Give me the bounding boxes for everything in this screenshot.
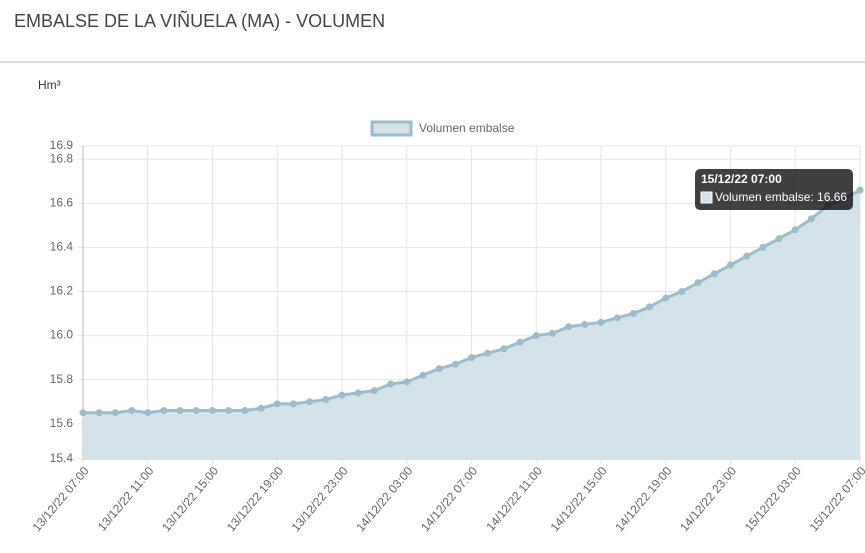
point xyxy=(548,329,556,337)
y-tick-label: 16.6 xyxy=(50,195,74,209)
point xyxy=(532,332,540,340)
y-tick-label: 15.6 xyxy=(50,416,74,430)
x-tick-label: 13/12/22 23:00 xyxy=(289,464,351,535)
point xyxy=(322,395,330,403)
point xyxy=(111,409,119,417)
tooltip: 15/12/22 07:00 Volumen embalse: 16.66 xyxy=(695,169,853,210)
point xyxy=(95,409,103,417)
point xyxy=(289,400,297,408)
point xyxy=(565,323,573,331)
point xyxy=(613,314,621,322)
x-tick-label: 14/12/22 19:00 xyxy=(612,464,674,535)
point xyxy=(791,226,799,234)
tooltip-label: Volumen embalse: 16.66 xyxy=(715,190,847,204)
point xyxy=(500,345,508,353)
point xyxy=(79,409,87,417)
x-tick-label: 13/12/22 19:00 xyxy=(224,464,286,535)
x-tick-label: 14/12/22 07:00 xyxy=(418,464,480,535)
point xyxy=(403,378,411,386)
point xyxy=(338,391,346,399)
point xyxy=(257,404,265,412)
point xyxy=(387,380,395,388)
y-tick-label: 16.0 xyxy=(50,328,74,342)
point xyxy=(144,409,152,417)
point xyxy=(678,287,686,295)
point xyxy=(160,407,168,415)
point xyxy=(354,389,362,397)
x-tick-label: 13/12/22 15:00 xyxy=(159,464,221,535)
point xyxy=(646,303,654,311)
point xyxy=(370,387,378,395)
point xyxy=(128,407,136,415)
y-tick-label: 15.4 xyxy=(50,451,74,465)
tooltip-box xyxy=(695,169,853,210)
y-tick-label: 16.4 xyxy=(50,240,74,254)
point xyxy=(807,215,815,223)
point xyxy=(176,407,184,415)
x-tick-label: 14/12/22 15:00 xyxy=(548,464,610,535)
point xyxy=(516,338,524,346)
x-tick-label: 15/12/22 07:00 xyxy=(807,464,865,535)
y-tick-label: 16.2 xyxy=(50,284,74,298)
point xyxy=(597,318,605,326)
point xyxy=(225,407,233,415)
point xyxy=(743,252,751,260)
point xyxy=(209,407,216,415)
tooltip-title: 15/12/22 07:00 xyxy=(701,172,782,186)
point xyxy=(694,279,702,287)
x-tick-label: 15/12/22 03:00 xyxy=(742,464,804,535)
legend-label: Volumen embalse xyxy=(419,121,515,135)
area xyxy=(83,190,860,459)
point xyxy=(451,360,459,368)
y-tick-label: 16.9 xyxy=(50,138,74,152)
point xyxy=(662,294,670,302)
point xyxy=(192,407,200,415)
x-tick-label: 14/12/22 03:00 xyxy=(353,464,415,535)
point xyxy=(435,365,443,373)
point xyxy=(727,261,734,269)
point xyxy=(273,400,281,408)
y-tick-label: 16.8 xyxy=(50,151,74,165)
point xyxy=(710,270,718,278)
legend-swatch xyxy=(370,120,413,137)
x-tick-label: 14/12/22 23:00 xyxy=(677,464,739,535)
y-tick-label: 15.8 xyxy=(50,372,74,386)
y-axis-label: Hm³ xyxy=(38,78,61,92)
point xyxy=(856,186,864,194)
point xyxy=(306,398,314,406)
point xyxy=(581,321,589,329)
point xyxy=(484,349,492,357)
tooltip-swatch xyxy=(700,191,713,204)
point xyxy=(759,243,767,251)
point xyxy=(775,235,783,243)
x-tick-label: 13/12/22 11:00 xyxy=(95,464,157,534)
point xyxy=(419,371,427,379)
x-tick-label: 13/12/22 07:00 xyxy=(30,464,92,535)
point xyxy=(468,354,475,362)
point xyxy=(241,407,249,415)
x-tick-label: 14/12/22 11:00 xyxy=(483,464,545,534)
point xyxy=(629,310,637,318)
page-title: EMBALSE DE LA VIÑUELA (MA) - VOLUMEN xyxy=(14,10,385,31)
